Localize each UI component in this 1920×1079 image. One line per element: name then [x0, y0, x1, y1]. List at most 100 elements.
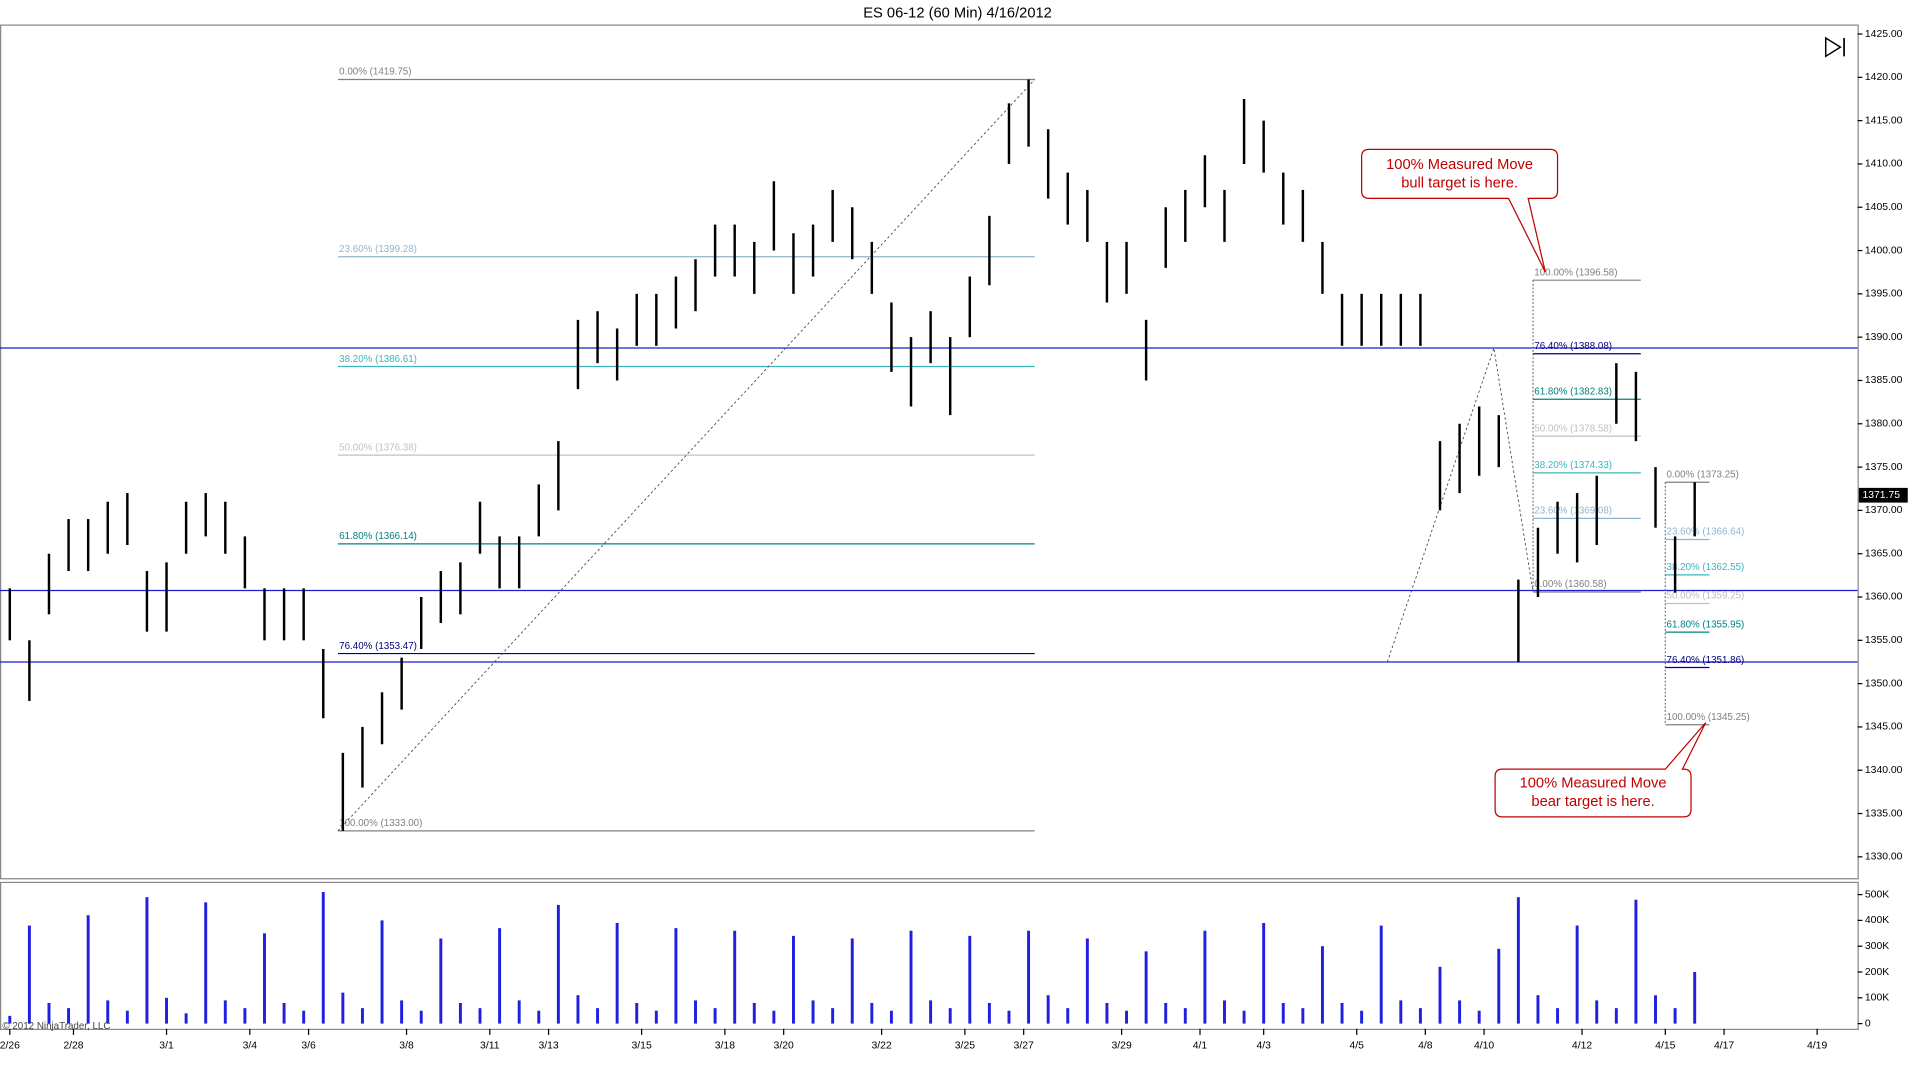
volume-bar	[772, 1010, 776, 1024]
y-tick-label: 1365.00	[1865, 548, 1903, 559]
volume-bar	[889, 1010, 893, 1024]
y-tick-label: 400K	[1865, 915, 1889, 926]
volume-bar	[811, 1000, 815, 1024]
volume-bar	[1242, 1010, 1246, 1024]
volume-bar	[1281, 1002, 1285, 1024]
fib-label: 76.40% (1353.47)	[339, 641, 417, 652]
volume-bar	[1340, 1002, 1344, 1024]
volume-bar	[1223, 1000, 1226, 1024]
x-tick-label: 2/26	[0, 1041, 20, 1052]
volume-bar	[498, 928, 502, 1024]
x-tick-label: 4/5	[1350, 1041, 1365, 1052]
x-tick-label: 3/15	[632, 1041, 652, 1052]
price-panel	[0, 24, 1859, 880]
fib-label: 0.00% (1360.58)	[1534, 579, 1606, 590]
y-tick-label: 1415.00	[1865, 115, 1903, 126]
volume-bar	[1379, 925, 1383, 1024]
icon-shape[interactable]	[1824, 36, 1842, 58]
panel-icon[interactable]	[1824, 36, 1845, 58]
x-tick-label: 3/13	[538, 1041, 558, 1052]
fib-label: 23.60% (1369.08)	[1534, 506, 1612, 517]
volume-bar	[713, 1008, 717, 1024]
x-tick-label: 4/17	[1714, 1041, 1734, 1052]
volume-bar	[1125, 1010, 1128, 1024]
x-tick-label: 3/25	[955, 1041, 975, 1052]
x-tick-label: 3/4	[243, 1041, 258, 1052]
volume-bar	[674, 928, 678, 1024]
volume-bar	[694, 1000, 697, 1024]
volume-bar	[1066, 1008, 1070, 1024]
volume-bar	[1438, 966, 1442, 1024]
x-tick-label: 3/20	[774, 1041, 794, 1052]
fib-label: 38.20% (1374.33)	[1534, 460, 1612, 471]
volume-bar	[596, 1008, 600, 1024]
y-tick-label: 0	[1865, 1018, 1871, 1029]
y-tick-label: 1330.00	[1865, 852, 1903, 863]
fib-label: 100.00% (1333.00)	[339, 818, 422, 829]
trendline	[337, 79, 1036, 832]
last-price-box	[1858, 487, 1908, 503]
volume-bar	[223, 1000, 227, 1024]
fib-label: 100.00% (1396.58)	[1534, 267, 1617, 278]
volume-bar	[1399, 1000, 1403, 1024]
callout-text: 100% Measured Move	[1520, 776, 1667, 792]
x-tick-label: 2/28	[63, 1041, 83, 1052]
volume-bar	[106, 1000, 110, 1024]
copyright: © 2012 NinjaTrader, LLC	[2, 1021, 110, 1032]
volume-bar	[204, 902, 208, 1024]
volume-bar	[1046, 995, 1050, 1024]
volume-bar	[439, 938, 443, 1024]
x-tick-label: 3/27	[1014, 1041, 1034, 1052]
volume-bar	[282, 1002, 286, 1024]
volume-bar	[831, 1008, 835, 1024]
volume-bar	[1654, 995, 1657, 1024]
volume-bar	[1418, 1008, 1422, 1024]
volume-bar	[341, 992, 345, 1024]
volume-bar	[458, 1002, 462, 1024]
fib-label: 23.60% (1399.28)	[339, 244, 417, 255]
volume-bar	[1320, 946, 1324, 1024]
fib-label: 23.60% (1366.64)	[1667, 527, 1745, 538]
volume-bar	[1007, 1010, 1011, 1024]
last-price-label: 1371.75	[1862, 490, 1900, 501]
callout-box	[1361, 148, 1559, 273]
y-tick-label: 1390.00	[1865, 332, 1903, 343]
callout-box	[1494, 722, 1707, 818]
x-tick-label: 3/6	[301, 1041, 316, 1052]
x-tick-label: 4/3	[1256, 1041, 1271, 1052]
volume-bar	[1497, 948, 1501, 1024]
volume-panel	[0, 881, 1859, 1031]
x-tick-label: 3/1	[159, 1041, 174, 1052]
y-tick-label: 100K	[1865, 993, 1889, 1004]
fib-label: 0.00% (1419.75)	[339, 67, 411, 78]
volume-bar	[1301, 1008, 1305, 1024]
volume-bar	[1105, 1002, 1109, 1024]
fib-label: 61.80% (1382.83)	[1534, 387, 1612, 398]
x-tick-label: 3/18	[715, 1041, 735, 1052]
x-tick-label: 3/22	[872, 1041, 892, 1052]
fib-label: 38.20% (1386.61)	[339, 354, 417, 365]
volume-bar	[752, 1002, 756, 1024]
volume-bar	[635, 1002, 639, 1024]
volume-bar	[1614, 1008, 1618, 1024]
volume-bar	[67, 1008, 71, 1024]
x-tick-label: 4/8	[1418, 1041, 1433, 1052]
x-tick-label: 4/15	[1655, 1041, 1675, 1052]
volume-bar	[125, 1010, 129, 1024]
x-tick-label: 3/29	[1112, 1041, 1132, 1052]
volume-bar	[321, 892, 325, 1024]
x-tick-label: 3/11	[480, 1041, 500, 1052]
volume-bar	[1634, 899, 1638, 1024]
x-tick-label: 4/1	[1193, 1041, 1208, 1052]
volume-bar	[870, 1002, 874, 1024]
volume-bar	[1575, 925, 1579, 1024]
fib-label: 76.40% (1351.86)	[1667, 655, 1745, 666]
y-tick-label: 1370.00	[1865, 505, 1903, 516]
fib-label: 61.80% (1366.14)	[339, 531, 417, 542]
fib-label: 50.00% (1359.25)	[1667, 591, 1745, 602]
marks: 1330.00 1335.00 1340.00 1345.00 1350.00 1355.…	[0, 29, 1908, 1052]
trendline	[1386, 347, 1534, 663]
y-tick-label: 1380.00	[1865, 419, 1903, 430]
volume-bar	[654, 1010, 658, 1024]
